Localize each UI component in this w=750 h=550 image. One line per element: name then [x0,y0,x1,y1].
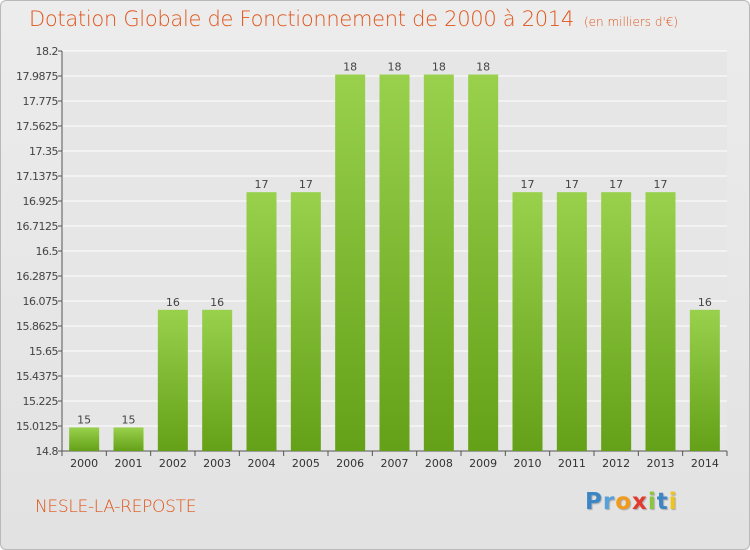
bar [468,74,499,451]
y-tick-label: 18.2 [36,45,59,58]
bar-value-label: 16 [210,296,224,309]
bar-value-label: 17 [521,178,535,191]
bar-value-label: 18 [476,61,490,74]
x-tick-label: 2008 [425,457,453,470]
x-tick-label: 2013 [647,457,675,470]
y-tick-label: 15.65 [29,345,58,358]
bar-value-label: 16 [698,296,712,309]
x-tick-label: 2001 [115,457,143,470]
x-tick-label: 2003 [203,457,231,470]
y-tick-label: 15.225 [23,395,59,408]
bar [157,309,188,451]
commune-name: NESLE-LA-REPOSTE [35,497,197,517]
bar [423,74,454,451]
bar-value-label: 16 [166,296,180,309]
y-tick-label: 17.5625 [16,120,58,133]
bar-value-label: 15 [122,413,136,426]
x-tick-label: 2007 [381,457,409,470]
y-tick-label: 16.5 [36,245,59,258]
bar [556,192,587,452]
bar-value-label: 17 [255,178,269,191]
x-tick-label: 2014 [691,457,719,470]
bar [689,309,720,451]
bar-value-label: 18 [432,61,446,74]
bar-value-label: 15 [77,413,91,426]
x-tick-label: 2000 [70,457,98,470]
x-tick-label: 2006 [336,457,364,470]
bar [246,192,277,452]
x-tick-label: 2010 [514,457,542,470]
y-tick-label: 16.075 [23,295,59,308]
y-tick-label: 17.9875 [16,70,58,83]
y-tick-label: 16.925 [23,195,59,208]
y-tick-label: 14.8 [36,445,59,458]
title-text: Dotation Globale de Fonctionnement de 20… [29,7,574,31]
x-tick-label: 2002 [159,457,187,470]
bar [645,192,676,452]
chart-subtitle: (en milliers d'€) [583,15,679,29]
bar [379,74,410,451]
chart-title: Dotation Globale de Fonctionnement de 20… [29,7,678,31]
bar [290,192,321,452]
bar [69,427,100,451]
y-tick-label: 16.2875 [16,270,58,283]
bar [335,74,366,451]
x-tick-label: 2012 [602,457,630,470]
bar [202,309,233,451]
bar-value-label: 17 [609,178,623,191]
y-tick-label: 15.0125 [16,420,58,433]
y-tick-label: 17.35 [29,145,58,158]
x-tick-label: 2009 [469,457,497,470]
x-tick-label: 2005 [292,457,320,470]
bar [113,427,144,451]
bar-value-label: 17 [299,178,313,191]
y-tick-label: 17.775 [23,95,59,108]
bar [601,192,632,452]
bar [512,192,543,452]
x-tick-label: 2004 [248,457,276,470]
bar-value-label: 18 [343,61,357,74]
y-tick-label: 15.8625 [16,320,58,333]
bar-value-label: 18 [388,61,402,74]
y-tick-label: 15.4375 [16,370,58,383]
bar-value-label: 17 [654,178,668,191]
y-tick-label: 17.1375 [16,170,58,183]
bar-value-label: 17 [565,178,579,191]
x-tick-label: 2011 [558,457,586,470]
y-tick-label: 16.7125 [16,220,58,233]
proxiti-logo[interactable]: Proxiti [585,489,678,515]
